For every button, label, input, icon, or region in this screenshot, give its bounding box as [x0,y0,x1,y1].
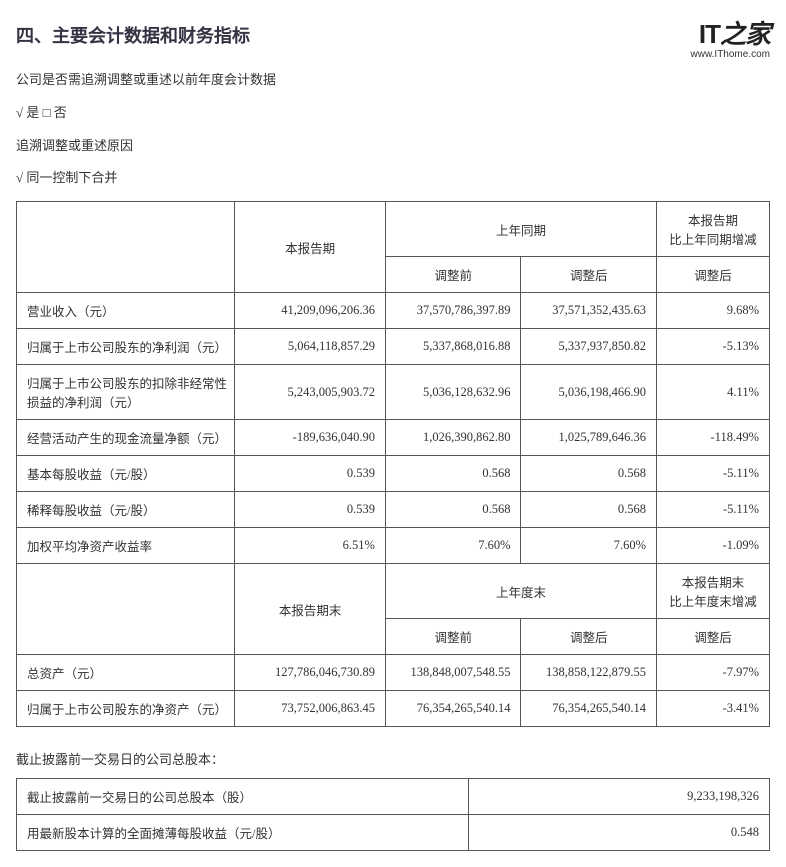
row-pre-adj: 76,354,265,540.14 [385,691,521,727]
table-row: 归属于上市公司股东的净利润（元）5,064,118,857.295,337,86… [17,329,770,365]
row-current: 6.51% [235,528,386,564]
row-change: -5.11% [657,456,770,492]
row-post-adj: 5,337,937,850.82 [521,329,657,365]
hdr-post-adj-2: 调整后 [521,619,657,655]
watermark-logo-it: IT [699,19,720,49]
table-row: 营业收入（元）41,209,096,206.3637,570,786,397.8… [17,293,770,329]
watermark-url: www.IThome.com [691,49,770,60]
share-row-label: 截止披露前一交易日的公司总股本（股） [17,779,469,815]
row-post-adj: 76,354,265,540.14 [521,691,657,727]
row-change: -1.09% [657,528,770,564]
row-current: 41,209,096,206.36 [235,293,386,329]
row-change: -5.13% [657,329,770,365]
share-row-value: 9,233,198,326 [468,779,769,815]
row-change: -5.11% [657,492,770,528]
table-row: 加权平均净资产收益率6.51%7.60%7.60%-1.09% [17,528,770,564]
share-capital-table: 截止披露前一交易日的公司总股本（股）9,233,198,326用最新股本计算的全… [16,778,770,851]
row-current: 73,752,006,863.45 [235,691,386,727]
hdr-chg-post-2: 调整后 [657,619,770,655]
row-label: 总资产（元） [17,655,235,691]
row-label: 经营活动产生的现金流量净额（元） [17,420,235,456]
intro-text: 公司是否需追溯调整或重述以前年度会计数据 [16,70,770,91]
row-current: -189,636,040.90 [235,420,386,456]
table-row: 用最新股本计算的全面摊薄每股收益（元/股）0.548 [17,815,770,851]
watermark-logo: IT之家 [691,14,770,51]
row-post-adj: 0.568 [521,492,657,528]
row-current: 5,243,005,903.72 [235,365,386,420]
row-post-adj: 1,025,789,646.36 [521,420,657,456]
table-row: 归属于上市公司股东的净资产（元）73,752,006,863.4576,354,… [17,691,770,727]
row-pre-adj: 0.568 [385,492,521,528]
table-row: 基本每股收益（元/股）0.5390.5680.568-5.11% [17,456,770,492]
hdr-change-end: 本报告期末比上年度末增减 [657,564,770,619]
share-row-value: 0.548 [468,815,769,851]
table-row: 归属于上市公司股东的扣除非经常性损益的净利润（元）5,243,005,903.7… [17,365,770,420]
hdr-prior-end: 上年度末 [385,564,656,619]
hdr-current-end: 本报告期末 [235,564,386,655]
reason-value: √ 同一控制下合并 [16,168,770,189]
hdr-current: 本报告期 [235,202,386,293]
watermark: IT之家 www.IThome.com [691,14,770,60]
hdr-pre-adj: 调整前 [385,257,521,293]
table-row: 总资产（元）127,786,046,730.89138,848,007,548.… [17,655,770,691]
table-row: 经营活动产生的现金流量净额（元）-189,636,040.901,026,390… [17,420,770,456]
row-label: 稀释每股收益（元/股） [17,492,235,528]
row-pre-adj: 1,026,390,862.80 [385,420,521,456]
row-label: 归属于上市公司股东的扣除非经常性损益的净利润（元） [17,365,235,420]
row-pre-adj: 5,036,128,632.96 [385,365,521,420]
hdr-post-adj: 调整后 [521,257,657,293]
row-pre-adj: 7.60% [385,528,521,564]
row-post-adj: 7.60% [521,528,657,564]
row-pre-adj: 37,570,786,397.89 [385,293,521,329]
row-post-adj: 138,858,122,879.55 [521,655,657,691]
hdr-prior: 上年同期 [385,202,656,257]
row-current: 0.539 [235,492,386,528]
hdr-chg-post: 调整后 [657,257,770,293]
row-label: 基本每股收益（元/股） [17,456,235,492]
row-post-adj: 5,036,198,466.90 [521,365,657,420]
row-label: 归属于上市公司股东的净资产（元） [17,691,235,727]
table-row: 稀释每股收益（元/股）0.5390.5680.568-5.11% [17,492,770,528]
row-pre-adj: 5,337,868,016.88 [385,329,521,365]
row-post-adj: 37,571,352,435.63 [521,293,657,329]
row-change: -3.41% [657,691,770,727]
row-change: 9.68% [657,293,770,329]
reason-label: 追溯调整或重述原因 [16,136,770,157]
hdr-blank [17,202,235,293]
share-row-label: 用最新股本计算的全面摊薄每股收益（元/股） [17,815,469,851]
row-label: 归属于上市公司股东的净利润（元） [17,329,235,365]
row-change: 4.11% [657,365,770,420]
row-label: 营业收入（元） [17,293,235,329]
hdr-pre-adj-2: 调整前 [385,619,521,655]
hdr-change: 本报告期比上年同期增减 [657,202,770,257]
hdr-blank-2 [17,564,235,655]
row-pre-adj: 0.568 [385,456,521,492]
row-label: 加权平均净资产收益率 [17,528,235,564]
row-post-adj: 0.568 [521,456,657,492]
watermark-logo-home: 之家 [720,19,770,49]
row-current: 5,064,118,857.29 [235,329,386,365]
section-heading: 四、主要会计数据和财务指标 [16,22,770,48]
row-change: -7.97% [657,655,770,691]
row-pre-adj: 138,848,007,548.55 [385,655,521,691]
financial-table: 本报告期上年同期本报告期比上年同期增减调整前调整后调整后营业收入（元）41,20… [16,201,770,727]
checkbox-line: √ 是 □ 否 [16,103,770,124]
row-current: 0.539 [235,456,386,492]
row-change: -118.49% [657,420,770,456]
row-current: 127,786,046,730.89 [235,655,386,691]
table-row: 截止披露前一交易日的公司总股本（股）9,233,198,326 [17,779,770,815]
